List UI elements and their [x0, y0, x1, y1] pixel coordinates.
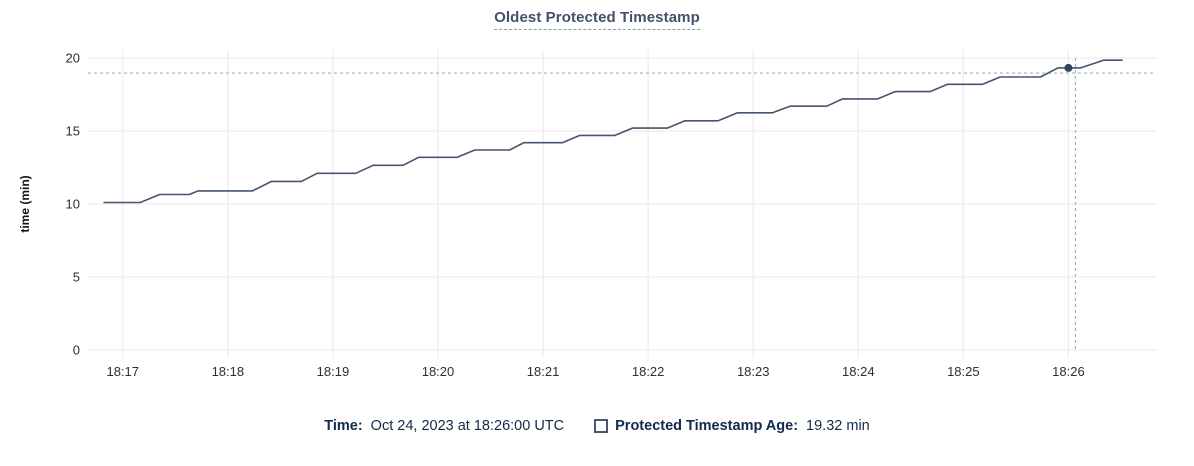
- x-tick-label: 18:24: [842, 364, 875, 379]
- x-tick-label: 18:25: [947, 364, 980, 379]
- legend-series-label: Protected Timestamp Age:: [615, 418, 799, 434]
- highlighted-data-point[interactable]: [1064, 63, 1073, 72]
- series-path-protected-timestamp-age: [103, 59, 1123, 204]
- y-axis-title: time (min): [18, 175, 32, 232]
- y-tick-label: 0: [73, 343, 80, 358]
- series-swatch-icon[interactable]: [594, 419, 609, 433]
- x-tick-label: 18:21: [527, 364, 560, 379]
- chart-legend: Time: Oct 24, 2023 at 18:26:00 UTC Prote…: [0, 416, 1194, 436]
- x-tick-label: 18:22: [632, 364, 665, 379]
- y-tick-label: 5: [73, 270, 80, 285]
- x-tick-label: 18:23: [737, 364, 770, 379]
- x-tick-label: 18:18: [212, 364, 245, 379]
- x-tick-label: 18:17: [106, 364, 139, 379]
- y-tick-label: 10: [66, 197, 80, 212]
- line-chart-canvas[interactable]: 0 5 10 15 20 18:17 18:18 18:19 18:20 18:21 18:22 18…: [0, 0, 1194, 400]
- x-tick-label: 18:19: [317, 364, 350, 379]
- y-tick-label: 20: [66, 51, 80, 66]
- x-tick-label: 18:26: [1052, 364, 1085, 379]
- legend-time-value: Oct 24, 2023 at 18:26:00 UTC: [370, 418, 565, 434]
- legend-series-value: 19.32 min: [806, 418, 870, 434]
- chart-title[interactable]: Oldest Protected Timestamp: [494, 9, 700, 30]
- y-tick-label: 15: [66, 124, 80, 139]
- x-tick-label: 18:20: [422, 364, 455, 379]
- legend-time-label: Time:: [324, 418, 363, 434]
